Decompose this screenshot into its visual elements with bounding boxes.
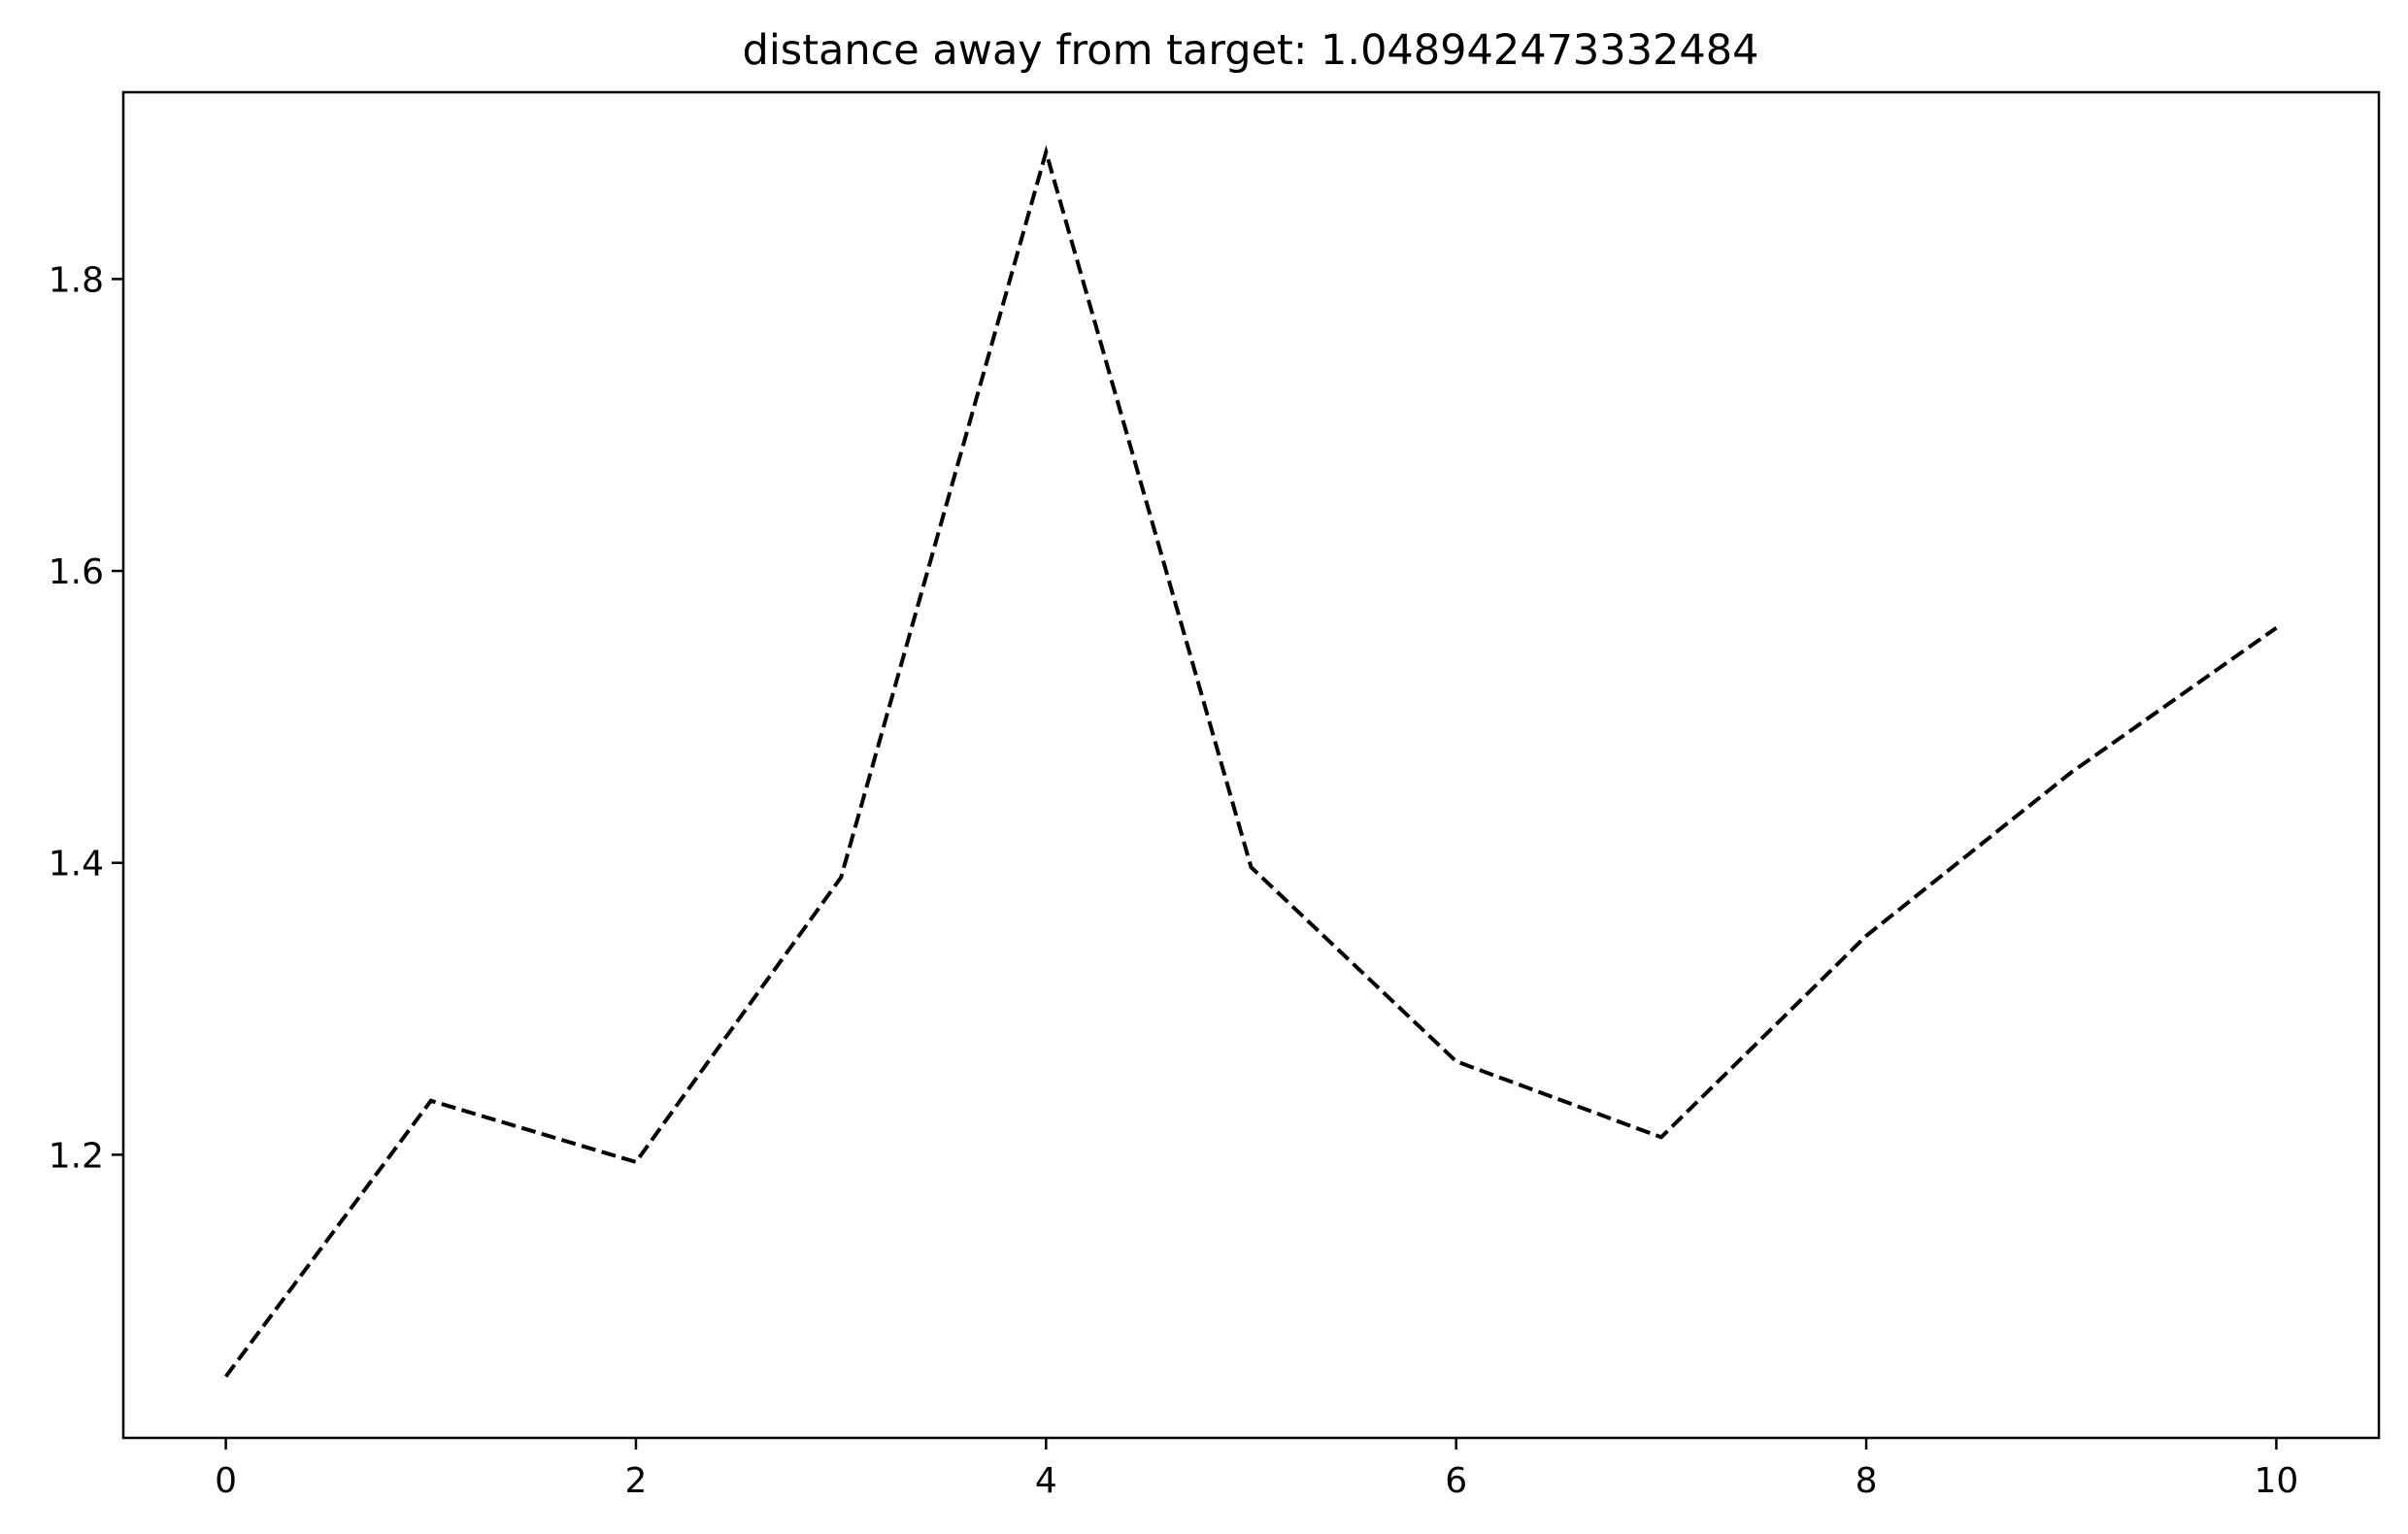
x-tick-label: 6 — [1445, 1461, 1467, 1501]
x-tick-label: 8 — [1856, 1461, 1878, 1501]
y-tick-label: 1.6 — [49, 552, 104, 592]
y-tick-label: 1.2 — [49, 1136, 104, 1176]
x-tick-label: 4 — [1035, 1461, 1057, 1501]
chart-title: distance away from target: 1.04894247333… — [743, 26, 1759, 75]
y-axis-ticks: 1.2 1.4 1.6 1.8 — [49, 260, 123, 1176]
x-tick-label: 0 — [215, 1461, 237, 1501]
y-tick-label: 1.4 — [49, 845, 104, 884]
x-tick-label: 10 — [2255, 1461, 2299, 1501]
y-tick-label: 1.8 — [49, 260, 104, 300]
x-axis-ticks: 0 2 4 6 8 10 — [215, 1438, 2298, 1501]
series-line — [223, 145, 2278, 1379]
plot-area-frame — [121, 90, 2381, 1440]
series-layer — [223, 145, 2278, 1379]
x-tick-label: 2 — [625, 1461, 648, 1501]
